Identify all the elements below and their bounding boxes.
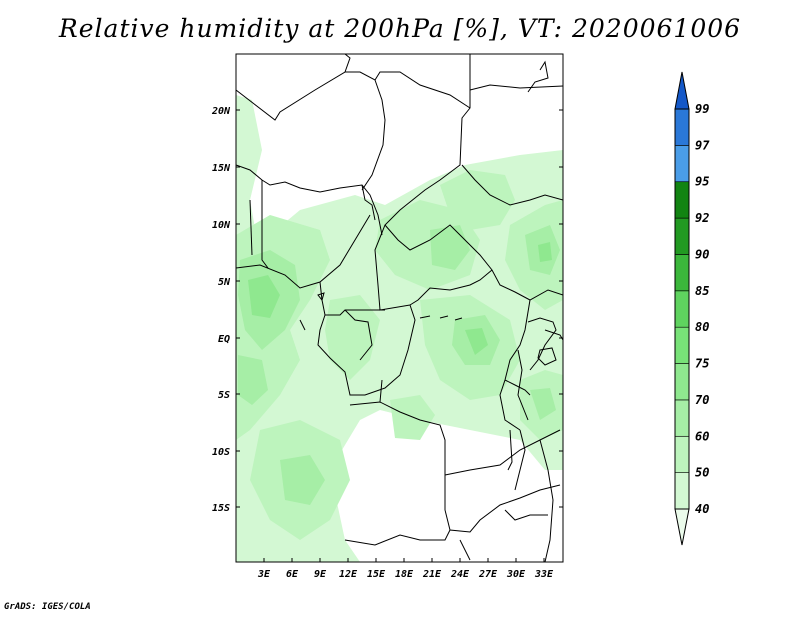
colorbar: 40 50 60 70 75 80 85 90 92 95 97 99 [674,71,710,546]
colorbar-label: 92 [695,211,709,225]
lat-label: 15S [212,503,230,514]
lat-label: 10N [212,220,231,231]
lon-label: 33E [534,569,554,580]
longitude-axis: 3E 6E 9E 12E 15E 18E 21E 24E 27E 30E 33E [257,558,554,580]
lon-label: 12E [339,569,358,580]
lat-label: 5N [218,277,231,288]
colorbar-swatch [674,472,690,510]
colorbar-swatch [674,508,690,546]
colorbar-label: 75 [695,357,709,371]
colorbar-swatch [674,71,690,110]
colorbar-swatch [674,326,690,364]
lon-label: 24E [450,569,470,580]
lat-label: 10S [212,447,230,458]
colorbar-label: 99 [695,102,709,116]
colorbar-swatch [674,145,690,183]
lat-label: 20N [211,106,231,117]
country-borders [236,54,563,562]
lon-label: 18E [395,569,414,580]
colorbar-label: 95 [695,175,709,189]
colorbar-swatch [674,254,690,292]
colorbar-label: 50 [695,466,709,480]
chart-title: Relative humidity at 200hPa [%], VT: 202… [58,14,742,43]
colorbar-label: 70 [695,393,709,407]
colorbar-swatch [674,108,690,146]
lon-label: 3E [257,569,271,580]
lon-label: 27E [478,569,498,580]
latitude-axis: 20N 15N 10N 5N EQ 5S 10S 15S [211,106,563,514]
colorbar-swatch [674,181,690,219]
lon-label: 6E [286,569,299,580]
lon-label: 30E [506,569,526,580]
colorbar-swatch [674,290,690,328]
credit-label: GrADS: IGES/COLA [4,602,91,612]
colorbar-swatch [674,217,690,255]
colorbar-label: 80 [695,320,709,334]
colorbar-label: 90 [695,247,709,261]
lon-label: 15E [367,569,386,580]
lon-label: 21E [422,569,442,580]
map-frame [235,53,564,563]
lon-label: 9E [314,569,327,580]
colorbar-label: 85 [695,284,709,298]
lat-label: 5S [218,390,230,401]
colorbar-swatch [674,363,690,401]
colorbar-outline [674,108,690,510]
colorbar-label: 40 [695,502,709,516]
colorbar-label: 60 [695,429,709,443]
colorbar-label: 97 [695,138,710,152]
colorbar-swatch [674,435,690,473]
colorbar-swatch [674,399,690,437]
lat-label: EQ [218,334,230,345]
lat-label: 15N [212,163,231,174]
